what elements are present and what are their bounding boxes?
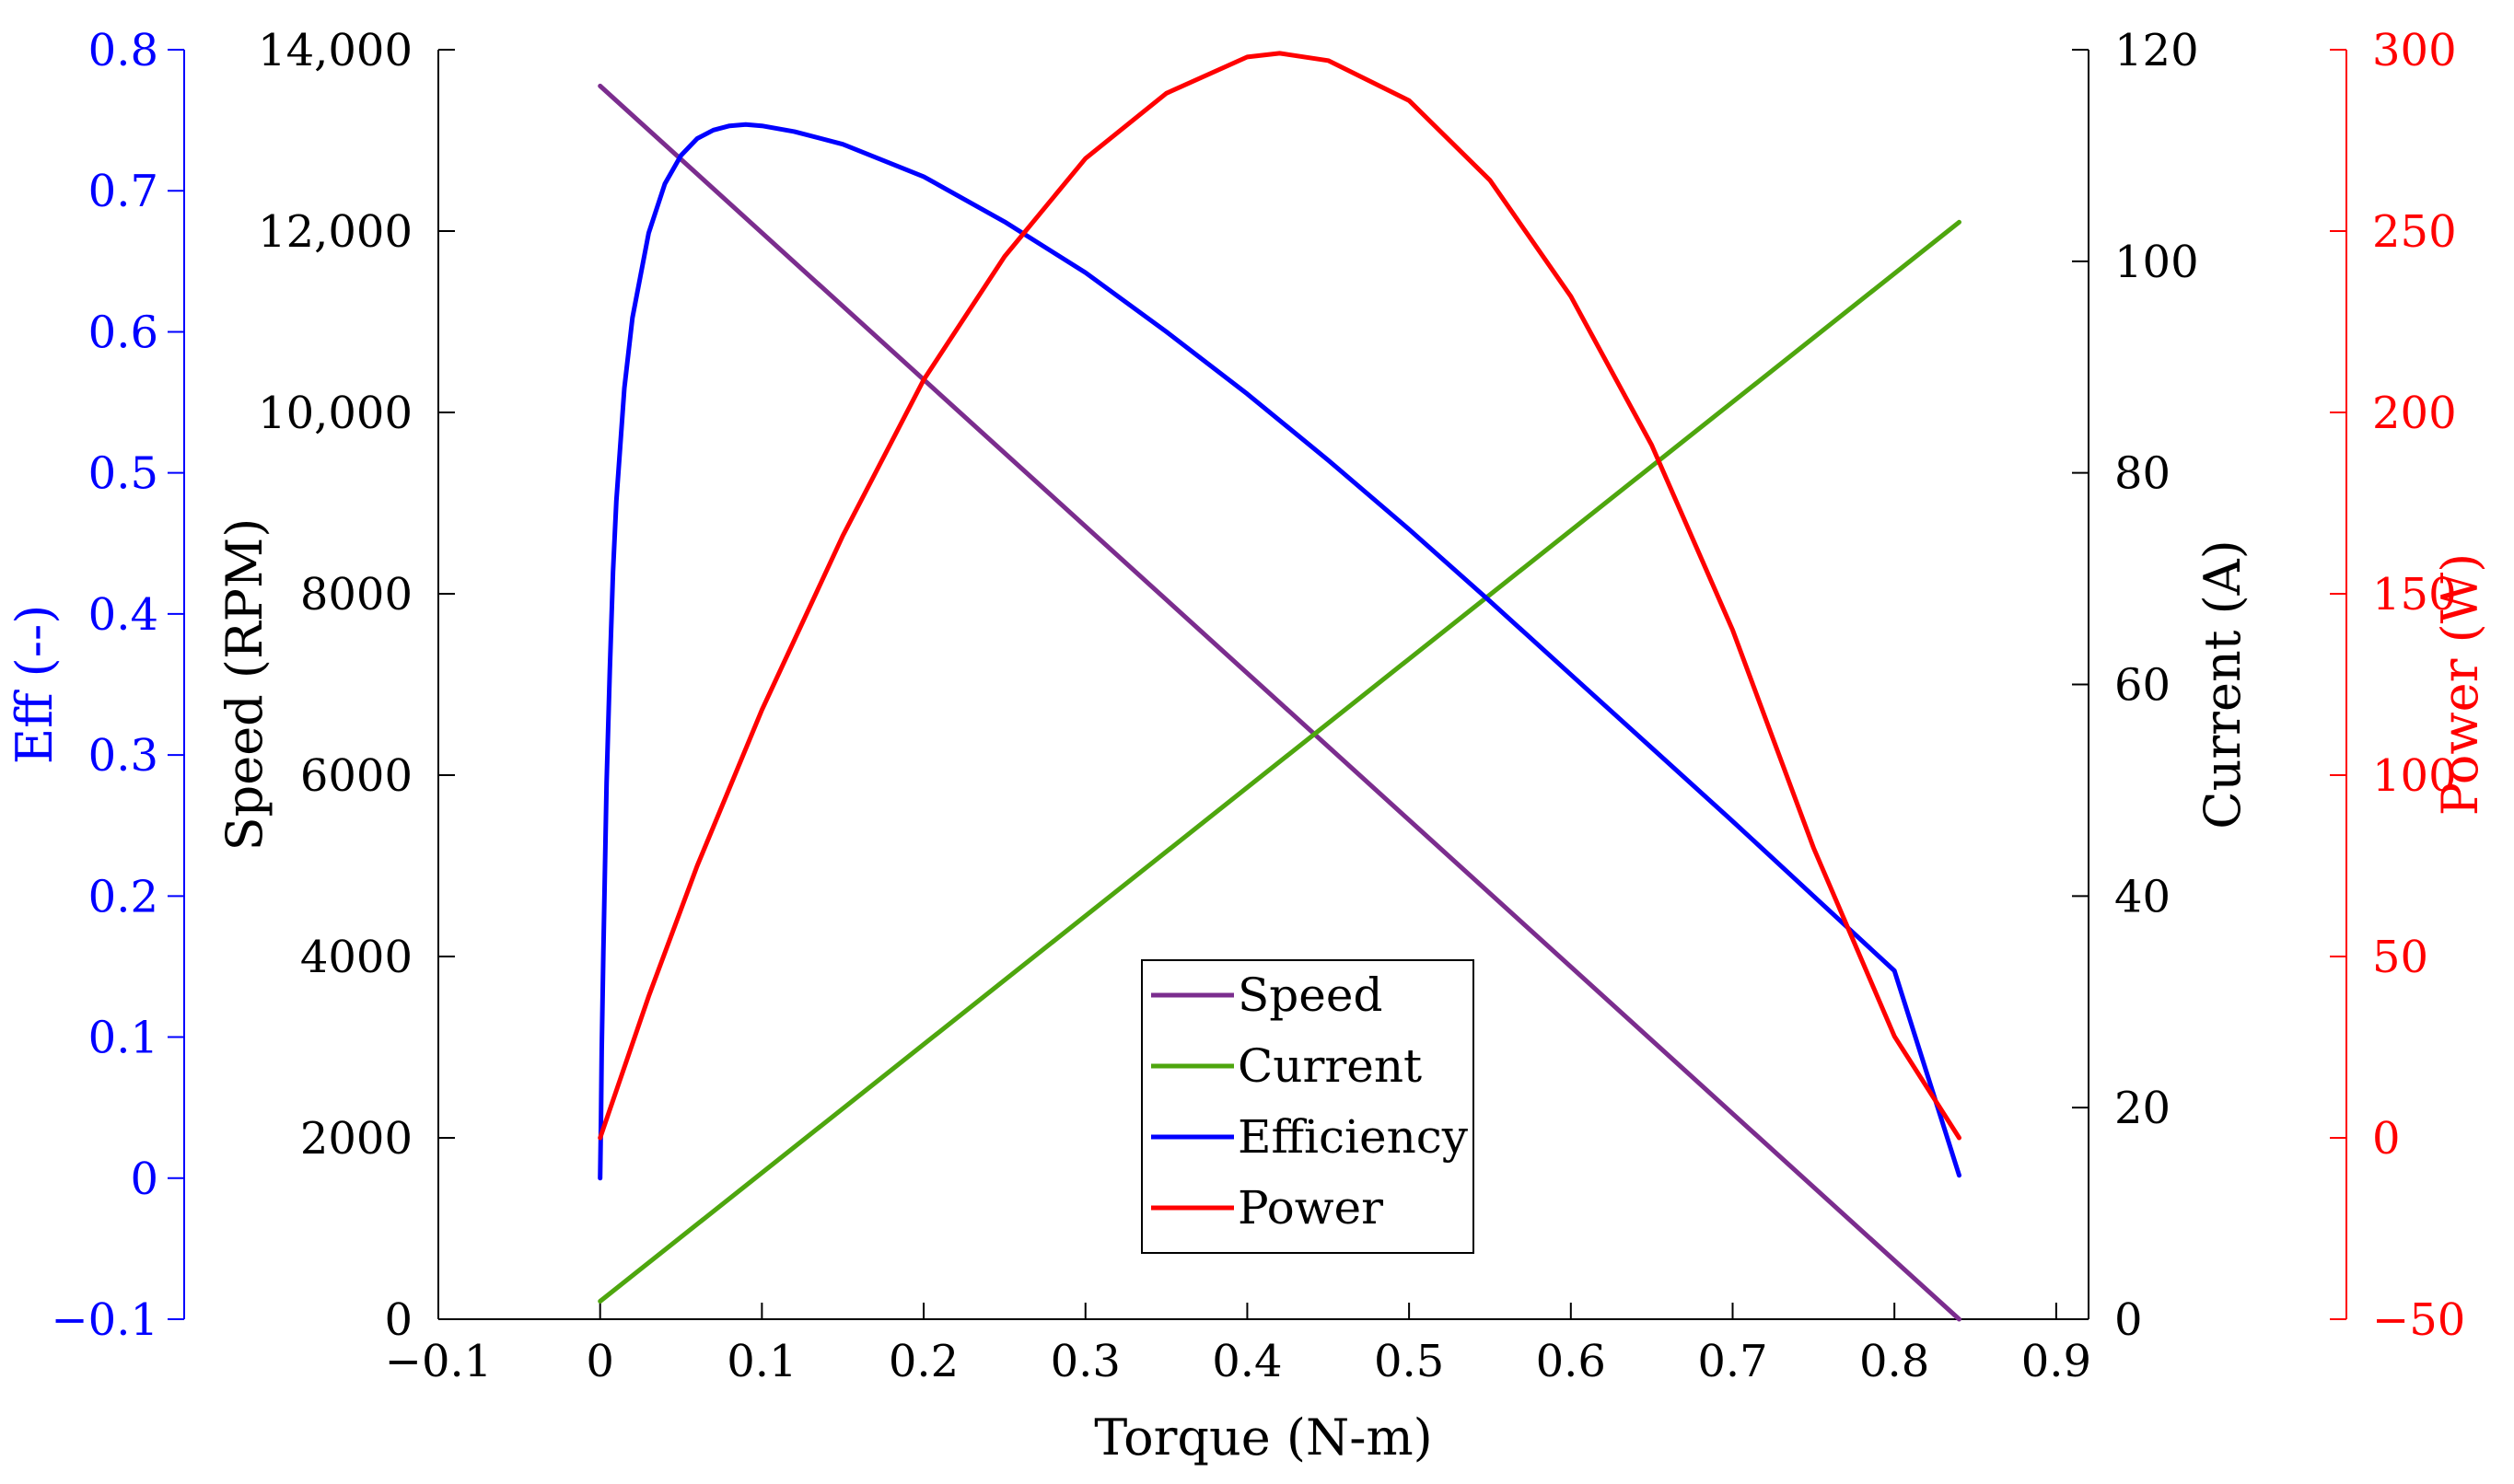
speed-tick-label: 6000 bbox=[300, 750, 413, 802]
speed-axis-title: Speed (RPM) bbox=[215, 518, 274, 852]
power-tick-label: 200 bbox=[2372, 388, 2457, 439]
x-tick-label: 0.7 bbox=[1697, 1336, 1767, 1387]
speed-tick-label: 10,000 bbox=[258, 388, 413, 439]
x-tick-label: 0.5 bbox=[1374, 1336, 1444, 1387]
speed-tick-label: 14,000 bbox=[258, 25, 413, 76]
current-tick-label: 20 bbox=[2114, 1083, 2171, 1134]
eff-axis-title: Eff (--) bbox=[6, 605, 64, 765]
x-tick-label: 0 bbox=[586, 1336, 614, 1387]
series-line-power bbox=[598, 51, 1961, 1141]
speed-tick-label: 8000 bbox=[300, 569, 413, 620]
eff-tick-label: 0.7 bbox=[88, 166, 158, 217]
eff-tick-label: 0.1 bbox=[88, 1013, 158, 1064]
series-line-speed bbox=[598, 83, 1961, 1322]
current-tick-label: 100 bbox=[2114, 237, 2199, 288]
speed-tick-label: 4000 bbox=[300, 932, 413, 983]
power-tick-label: 250 bbox=[2372, 206, 2457, 258]
power-tick-label: 100 bbox=[2372, 750, 2457, 802]
current-tick-label: 0 bbox=[2114, 1294, 2143, 1346]
current-tick-label: 120 bbox=[2114, 25, 2199, 76]
series-layer bbox=[598, 51, 1961, 1322]
x-tick-label: 0.3 bbox=[1051, 1336, 1121, 1387]
eff-tick-label: 0 bbox=[130, 1154, 158, 1205]
axes-layer: −0.1 0 0.1 0.2 0.3 0.4 0.5 0.6 0.7 0.8 0.9−0.100.1… bbox=[51, 25, 2465, 1387]
current-axis-title: Current (A) bbox=[2194, 539, 2252, 829]
eff-tick-label: 0.2 bbox=[88, 871, 158, 922]
eff-tick-label: 0.3 bbox=[88, 730, 158, 782]
legend-label-efficiency: Efficiency bbox=[1238, 1110, 1469, 1164]
series-line-current bbox=[598, 219, 1961, 1304]
eff-tick-label: −0.1 bbox=[51, 1294, 158, 1346]
legend: Speed Current Efficiency Power bbox=[1141, 959, 1474, 1254]
current-tick-label: 60 bbox=[2114, 660, 2171, 712]
legend-label-power: Power bbox=[1238, 1181, 1383, 1235]
eff-tick-label: 0.6 bbox=[88, 307, 158, 358]
legend-box bbox=[1141, 959, 1474, 1254]
series-line-efficiency bbox=[598, 122, 1961, 1181]
x-tick-label: 0.2 bbox=[889, 1336, 959, 1387]
x-tick-label: 0.9 bbox=[2021, 1336, 2091, 1387]
power-tick-label: 0 bbox=[2372, 1113, 2401, 1165]
speed-tick-label: 0 bbox=[384, 1294, 413, 1346]
x-tick-label: 0.8 bbox=[1859, 1336, 1929, 1387]
power-tick-label: 300 bbox=[2372, 25, 2457, 76]
legend-label-speed: Speed bbox=[1238, 968, 1382, 1022]
x-tick-label: −0.1 bbox=[385, 1336, 493, 1387]
eff-tick-label: 0.5 bbox=[88, 448, 158, 500]
x-tick-label: 0.4 bbox=[1212, 1336, 1282, 1387]
x-tick-label: 0.6 bbox=[1536, 1336, 1606, 1387]
x-axis-title: Torque (N-m) bbox=[1094, 1409, 1432, 1467]
legend-label-current: Current bbox=[1238, 1039, 1422, 1093]
power-axis-title: Power (W) bbox=[2431, 553, 2489, 816]
power-tick-label: 150 bbox=[2372, 569, 2457, 620]
current-tick-label: 40 bbox=[2114, 871, 2171, 922]
eff-tick-label: 0.4 bbox=[88, 589, 158, 641]
speed-tick-label: 12,000 bbox=[258, 206, 413, 258]
power-tick-label: 50 bbox=[2372, 932, 2428, 983]
eff-tick-label: 0.8 bbox=[88, 25, 158, 76]
power-tick-label: −50 bbox=[2372, 1294, 2465, 1346]
speed-tick-label: 2000 bbox=[300, 1113, 413, 1165]
x-tick-label: 0.1 bbox=[727, 1336, 797, 1387]
current-tick-label: 80 bbox=[2114, 448, 2171, 500]
